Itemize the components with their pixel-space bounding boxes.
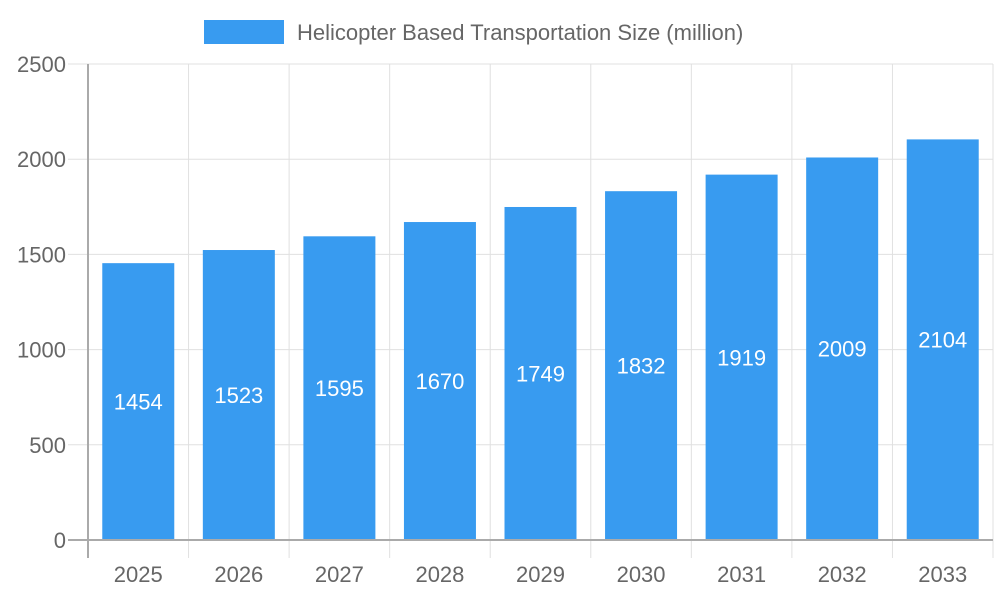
x-tick-label: 2025 bbox=[114, 562, 163, 587]
y-tick-label: 1500 bbox=[17, 242, 66, 267]
bar bbox=[504, 206, 577, 540]
data-label: 2104 bbox=[918, 328, 967, 353]
data-label: 1832 bbox=[617, 354, 666, 379]
data-label: 1595 bbox=[315, 376, 364, 401]
data-label: 1523 bbox=[214, 383, 263, 408]
y-tick-label: 1000 bbox=[17, 338, 66, 363]
x-tick-label: 2030 bbox=[617, 562, 666, 587]
x-tick-label: 2029 bbox=[516, 562, 565, 587]
bar bbox=[806, 157, 879, 541]
x-tick-label: 2031 bbox=[717, 562, 766, 587]
x-tick-label: 2026 bbox=[214, 562, 263, 587]
bar bbox=[202, 250, 275, 540]
data-label: 1670 bbox=[415, 369, 464, 394]
bar bbox=[906, 139, 979, 540]
data-label: 2009 bbox=[818, 337, 867, 362]
bar bbox=[605, 191, 678, 540]
data-label: 1919 bbox=[717, 345, 766, 370]
y-tick-label: 0 bbox=[54, 528, 66, 553]
legend: Helicopter Based Transportation Size (mi… bbox=[204, 20, 743, 45]
legend-swatch bbox=[204, 20, 284, 44]
x-tick-label: 2032 bbox=[818, 562, 867, 587]
legend-label: Helicopter Based Transportation Size (mi… bbox=[297, 20, 743, 45]
data-label: 1749 bbox=[516, 361, 565, 386]
y-tick-label: 500 bbox=[29, 433, 66, 458]
x-tick-label: 2033 bbox=[918, 562, 967, 587]
x-tick-label: 2027 bbox=[315, 562, 364, 587]
bar bbox=[705, 174, 778, 540]
x-tick-label: 2028 bbox=[415, 562, 464, 587]
y-tick-label: 2000 bbox=[17, 147, 66, 172]
bar bbox=[403, 222, 476, 541]
y-tick-label: 2500 bbox=[17, 52, 66, 77]
bar bbox=[102, 263, 175, 540]
data-label: 1454 bbox=[114, 390, 163, 415]
bar bbox=[303, 236, 376, 540]
